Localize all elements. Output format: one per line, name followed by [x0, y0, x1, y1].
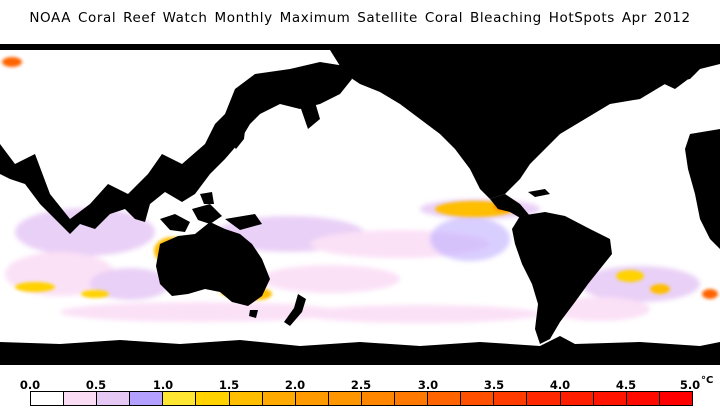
legend-tick-label: 3.5	[483, 378, 505, 392]
legend-swatch	[196, 392, 230, 405]
legend-colorbar	[30, 391, 693, 406]
legend-tick-label: 4.0	[549, 378, 571, 392]
legend-tick-label: 0.5	[85, 378, 107, 392]
legend-swatch	[593, 392, 627, 405]
legend-swatch	[659, 392, 692, 405]
legend-swatch	[262, 392, 296, 405]
legend-swatch	[461, 392, 495, 405]
legend-swatch	[527, 392, 561, 405]
legend-swatch	[31, 392, 65, 405]
legend-swatch	[163, 392, 197, 405]
legend-swatch	[428, 392, 462, 405]
world-map	[0, 44, 720, 365]
legend-tick-label: 1.0	[152, 378, 174, 392]
legend-tick-label: 3.0	[417, 378, 439, 392]
legend-unit-label: °C	[701, 375, 714, 386]
legend-tick-label: 5.0	[679, 378, 701, 392]
legend-swatch	[494, 392, 528, 405]
map-title: NOAA Coral Reef Watch Monthly Maximum Sa…	[29, 10, 691, 26]
legend-tick-label: 2.0	[284, 378, 306, 392]
legend-swatch	[560, 392, 594, 405]
legend-tick-label: 0.0	[19, 378, 41, 392]
legend-swatch	[64, 392, 98, 405]
legend-swatch	[361, 392, 396, 405]
legend-swatch	[295, 392, 329, 405]
legend-swatch	[395, 392, 429, 405]
legend-tick-label: 2.5	[350, 378, 372, 392]
legend-tick-label: 1.5	[218, 378, 240, 392]
legend-swatch	[130, 392, 164, 405]
land-masses	[0, 44, 720, 365]
legend-tick-label: 4.5	[615, 378, 637, 392]
legend-swatch	[328, 392, 362, 405]
legend-swatch	[626, 392, 660, 405]
legend-tick-row: 0.0 0.5 1.0 1.5 2.0 2.5 3.0 3.5 4.0 4.5 …	[0, 375, 720, 392]
legend-swatch	[97, 392, 131, 405]
legend-swatch	[229, 392, 263, 405]
